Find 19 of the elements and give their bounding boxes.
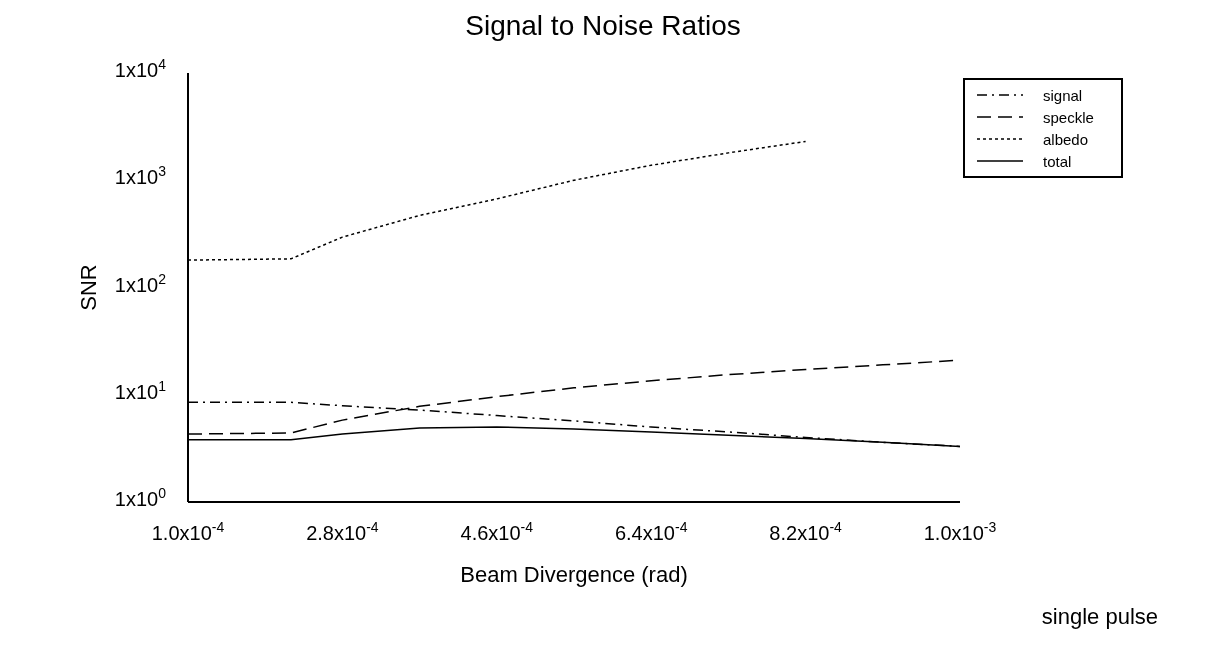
chart-title: Signal to Noise Ratios [464, 10, 742, 42]
y-tick-label: 1x10$^{1}$ [114, 377, 167, 403]
y-axis-title: SNR [75, 264, 101, 311]
legend-label: total [1043, 152, 1072, 170]
x-tick-label: 1.0x10$^{-4}$ [151, 519, 225, 544]
legend-label: signal [1043, 86, 1083, 104]
text: single pulse [1041, 604, 1158, 630]
x-axis-title: Beam Divergence (rad) [460, 562, 688, 587]
y-tick-label: 1x10$^{3}$ [114, 163, 167, 189]
x-tick-label: 8.2x10$^{-4}$ [769, 519, 843, 544]
x-tick-label: 6.4x10$^{-4}$ [614, 519, 688, 544]
legend-label: albedo [1043, 130, 1089, 148]
x-tick-label: 2.8x10$^{-4}$ [306, 519, 379, 544]
y-tick-label: 1x10$^{2}$ [114, 270, 167, 296]
legend-label: speckle [1043, 108, 1094, 126]
y-tick-label: 1x10$^{0}$ [114, 485, 167, 510]
x-tick-label: 1.0x10$^{-3}$ [923, 519, 997, 544]
y-tick-label: 1x10$^{4}$ [114, 56, 167, 81]
x-tick-label: 4.6x10$^{-4}$ [460, 519, 534, 544]
